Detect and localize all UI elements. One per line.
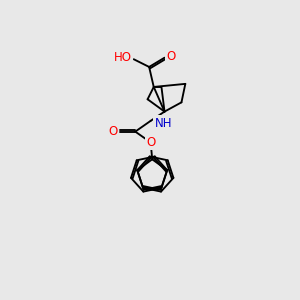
- Text: O: O: [108, 125, 118, 138]
- Text: O: O: [167, 50, 176, 63]
- Text: HO: HO: [113, 51, 131, 64]
- Text: NH: NH: [154, 117, 172, 130]
- Text: O: O: [146, 136, 155, 149]
